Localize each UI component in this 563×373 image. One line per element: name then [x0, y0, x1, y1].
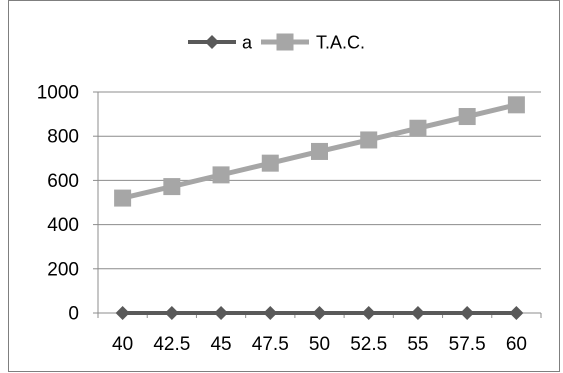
data-point-t-a-c [458, 108, 476, 126]
data-point-t-a-c [360, 131, 378, 149]
data-point-t-a-c [311, 142, 328, 160]
data-point-t-a-c [409, 119, 427, 137]
legend-label: a [242, 33, 253, 53]
data-point-a [115, 306, 130, 320]
data-point-a [509, 306, 524, 320]
x-tick-label: 60 [506, 334, 527, 355]
legend: a T.A.C. [188, 33, 365, 53]
data-point-a [164, 306, 179, 320]
x-tick-label: 55 [407, 334, 428, 355]
x-tick-label: 50 [309, 334, 330, 355]
tick-labels: 0 200 400 600 800 1000 40 42.5 45 47.5 50 52.5 55 57.… [37, 83, 527, 356]
data-point-t-a-c [261, 154, 279, 172]
x-tick-label: 47.5 [252, 334, 289, 355]
data-point-t-a-c [212, 166, 230, 184]
data-point-t-a-c [163, 178, 181, 196]
data-point-a [410, 306, 425, 320]
x-tick-label: 40 [112, 334, 133, 355]
data-point-a [460, 306, 475, 320]
data-point-a [361, 306, 376, 320]
data-point-a [312, 306, 327, 320]
x-tick-label: 52.5 [350, 334, 387, 355]
legend-label: T.A.C. [316, 33, 365, 53]
legend-marker [276, 33, 294, 51]
legend-item-a: a [188, 33, 253, 53]
data-point-a [263, 306, 278, 320]
plot-area [114, 96, 525, 320]
x-tick-label: 45 [210, 334, 231, 355]
y-tick-label: 0 [68, 304, 79, 325]
legend-marker [205, 35, 219, 49]
legend-item-t-a-c: T.A.C. [261, 33, 365, 53]
data-point-t-a-c [507, 96, 525, 114]
x-tick-label: 42.5 [153, 334, 190, 355]
x-tick-label: 57.5 [449, 334, 486, 355]
y-tick-label: 600 [47, 171, 79, 192]
data-point-t-a-c [114, 189, 132, 207]
series-a [115, 306, 524, 320]
y-tick-label: 200 [47, 259, 79, 280]
series-t-a-c [114, 96, 525, 207]
y-tick-label: 1000 [37, 83, 79, 104]
y-tick-label: 400 [47, 215, 79, 236]
y-tick-label: 800 [47, 127, 79, 148]
data-point-a [214, 306, 229, 320]
chart-frame [8, 0, 560, 372]
